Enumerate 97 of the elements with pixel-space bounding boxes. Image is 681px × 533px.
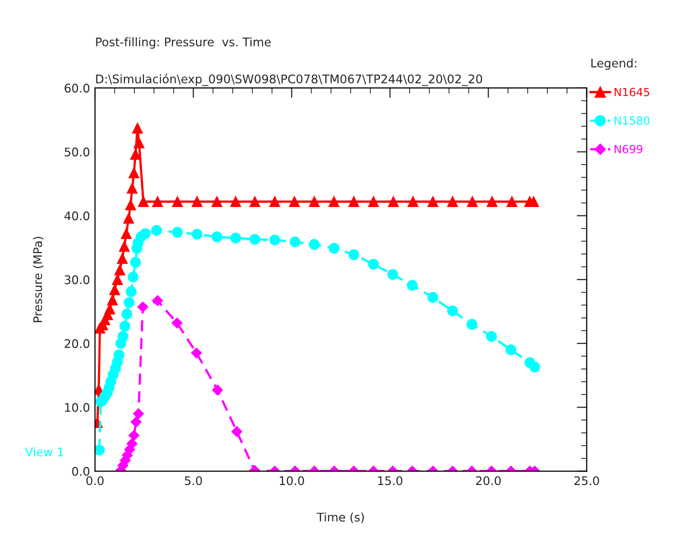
point — [348, 196, 360, 208]
point — [192, 196, 202, 208]
point — [140, 228, 151, 239]
point — [130, 148, 141, 160]
point — [506, 344, 516, 356]
point — [137, 302, 148, 312]
y-axis-title: Pressure (MPa) — [32, 236, 44, 322]
point — [269, 196, 280, 208]
legend-label: N699 — [614, 144, 642, 154]
text: View 1 — [25, 447, 64, 456]
x-tick-label: 25.0 — [574, 476, 600, 486]
point — [151, 224, 162, 236]
point — [123, 212, 134, 224]
point — [128, 430, 140, 441]
point — [128, 168, 140, 178]
point — [124, 297, 134, 308]
point — [290, 236, 300, 248]
y-tick-label: 50.0 — [64, 148, 90, 156]
point — [289, 196, 300, 208]
y-tick-label: 10.0 — [65, 403, 90, 412]
point — [529, 362, 540, 372]
point — [130, 256, 141, 268]
point — [308, 239, 320, 250]
point — [212, 384, 223, 396]
point — [128, 272, 139, 282]
point — [133, 408, 144, 420]
point — [231, 426, 242, 438]
point — [192, 228, 202, 240]
point — [138, 196, 149, 208]
point — [230, 196, 241, 208]
point — [118, 331, 128, 342]
point — [191, 348, 202, 358]
point — [408, 196, 418, 208]
chart-subtitle: D:\Simulación\exp_090\SW098\PC078\TM067\TP244\02_20\02_20 — [96, 74, 482, 86]
point — [212, 196, 222, 208]
x-tick-label: 15.0 — [378, 476, 402, 486]
point — [486, 331, 497, 342]
point — [250, 196, 260, 208]
point — [467, 196, 478, 208]
legend-title: Legend: — [591, 58, 636, 70]
point — [428, 196, 438, 208]
point — [95, 444, 105, 456]
x-tick-label: 0.0 — [86, 476, 104, 486]
chart-title: Post-filling: Pressure vs. Time — [96, 37, 271, 49]
point — [118, 240, 130, 252]
point — [172, 318, 182, 328]
point — [308, 196, 320, 208]
x-tick-label: 5.0 — [184, 476, 202, 486]
point — [125, 199, 136, 210]
point — [466, 318, 478, 330]
point — [328, 196, 340, 208]
point — [368, 258, 379, 270]
y-tick-label: 0.0 — [72, 466, 90, 476]
point — [134, 137, 144, 148]
y-tick-label: 30.0 — [64, 275, 90, 284]
point — [130, 416, 142, 428]
point — [152, 196, 163, 208]
point — [109, 284, 120, 296]
point — [447, 305, 458, 316]
point — [121, 308, 132, 320]
point — [428, 292, 438, 303]
point — [269, 234, 280, 246]
point — [328, 242, 340, 254]
point — [126, 182, 138, 194]
point — [132, 122, 143, 134]
x-axis-title: Time (s) — [316, 512, 364, 523]
point — [388, 196, 399, 208]
point — [112, 274, 123, 285]
legend-label: N1580 — [614, 116, 650, 125]
point — [104, 304, 116, 314]
legend-label: N1645 — [614, 88, 650, 96]
point — [447, 196, 458, 208]
point — [114, 264, 126, 276]
point — [212, 231, 222, 242]
point — [126, 286, 137, 298]
y-tick-label: 40.0 — [64, 211, 90, 220]
point — [506, 196, 518, 208]
point — [116, 253, 128, 264]
x-tick-label: 10.0 — [280, 476, 304, 486]
point — [172, 226, 183, 238]
point — [120, 320, 130, 332]
y-tick-label: 60.0 — [64, 84, 90, 93]
x-tick-label: 20.0 — [476, 476, 501, 486]
point — [230, 232, 241, 244]
point — [107, 294, 118, 306]
point — [172, 196, 183, 208]
point — [250, 234, 260, 245]
point — [387, 269, 398, 280]
point — [126, 438, 138, 450]
y-tick-label: 20.0 — [64, 339, 90, 348]
point — [368, 196, 379, 208]
point — [486, 196, 498, 208]
point — [152, 295, 163, 306]
point — [406, 280, 418, 291]
point — [114, 350, 124, 360]
point — [120, 228, 132, 239]
point — [348, 249, 360, 260]
